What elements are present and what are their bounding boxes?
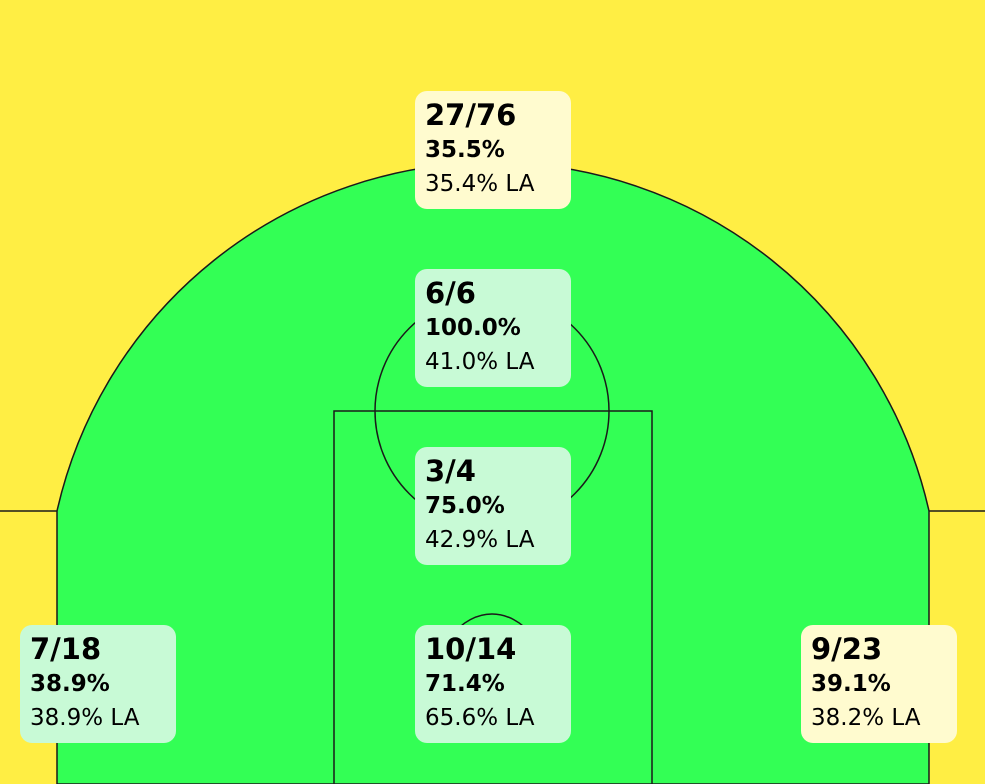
zone-label-paint-mid: 3/4 75.0% 42.9% LA xyxy=(415,447,571,565)
made-attempts-label: 10/14 xyxy=(425,632,517,666)
league-average-label: 65.6% LA xyxy=(425,705,535,731)
league-average-label: 42.9% LA xyxy=(425,527,535,553)
fg-percentage-label: 38.9% xyxy=(30,671,110,697)
zone-label-restricted-area: 10/14 71.4% 65.6% LA xyxy=(415,625,571,743)
made-attempts-label: 27/76 xyxy=(425,98,517,132)
fg-percentage-label: 39.1% xyxy=(811,671,891,697)
paint-lane xyxy=(333,410,653,784)
league-average-label: 41.0% LA xyxy=(425,349,535,375)
made-attempts-label: 3/4 xyxy=(425,454,476,488)
fg-percentage-label: 35.5% xyxy=(425,137,505,163)
league-average-label: 35.4% LA xyxy=(425,171,535,197)
zone-label-left-baseline: 7/18 38.9% 38.9% LA xyxy=(20,625,176,743)
fg-percentage-label: 75.0% xyxy=(425,493,505,519)
made-attempts-label: 6/6 xyxy=(425,276,476,310)
zone-label-free-throw-upper: 6/6 100.0% 41.0% LA xyxy=(415,269,571,387)
made-attempts-label: 9/23 xyxy=(811,632,883,666)
fg-percentage-label: 100.0% xyxy=(425,315,521,341)
league-average-label: 38.2% LA xyxy=(811,705,921,731)
fg-percentage-label: 71.4% xyxy=(425,671,505,697)
zone-label-right-corner-three: 9/23 39.1% 38.2% LA xyxy=(801,625,957,743)
league-average-label: 38.9% LA xyxy=(30,705,140,731)
made-attempts-label: 7/18 xyxy=(30,632,102,666)
zone-label-three-point-top: 27/76 35.5% 35.4% LA xyxy=(415,91,571,209)
